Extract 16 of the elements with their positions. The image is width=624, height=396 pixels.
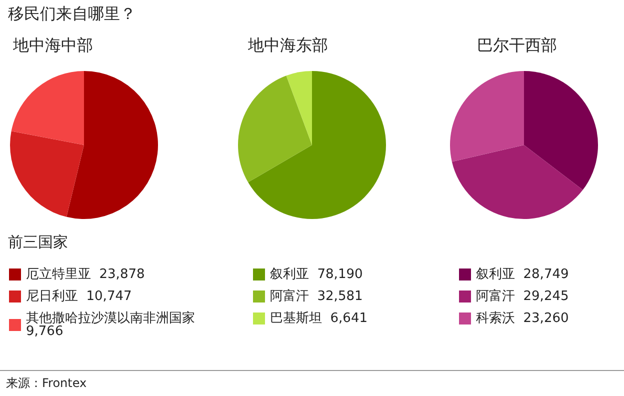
legend-label: 叙利亚 28,749 <box>476 267 569 282</box>
chart-subtitle: 巴尔干西部 <box>477 36 557 54</box>
legend-title: 前三国家 <box>8 233 68 252</box>
legend-label: 阿富汗 29,245 <box>476 288 569 304</box>
legend-label: 尼日利亚 10,747 <box>26 289 132 304</box>
chart-title: 移民们来自哪里？ <box>8 4 136 25</box>
legend-label: 阿富汗 32,581 <box>270 288 363 304</box>
chart-subtitle: 地中海中部 <box>12 36 93 54</box>
legend-label: 厄立特里亚 23,878 <box>26 266 145 282</box>
source-note: 来源：Frontex <box>0 370 624 396</box>
data-label: 9,766 <box>26 324 64 339</box>
legend-label: 科索沃 23,260 <box>476 311 569 326</box>
legend-label: 巴基斯坦 6,641 <box>270 311 368 326</box>
legend-label: 叙利亚 78,190 <box>270 267 363 282</box>
chart-subtitle: 地中海东部 <box>247 36 328 54</box>
legend-label: 其他撒哈拉沙漠以南非洲国家 <box>26 310 204 326</box>
